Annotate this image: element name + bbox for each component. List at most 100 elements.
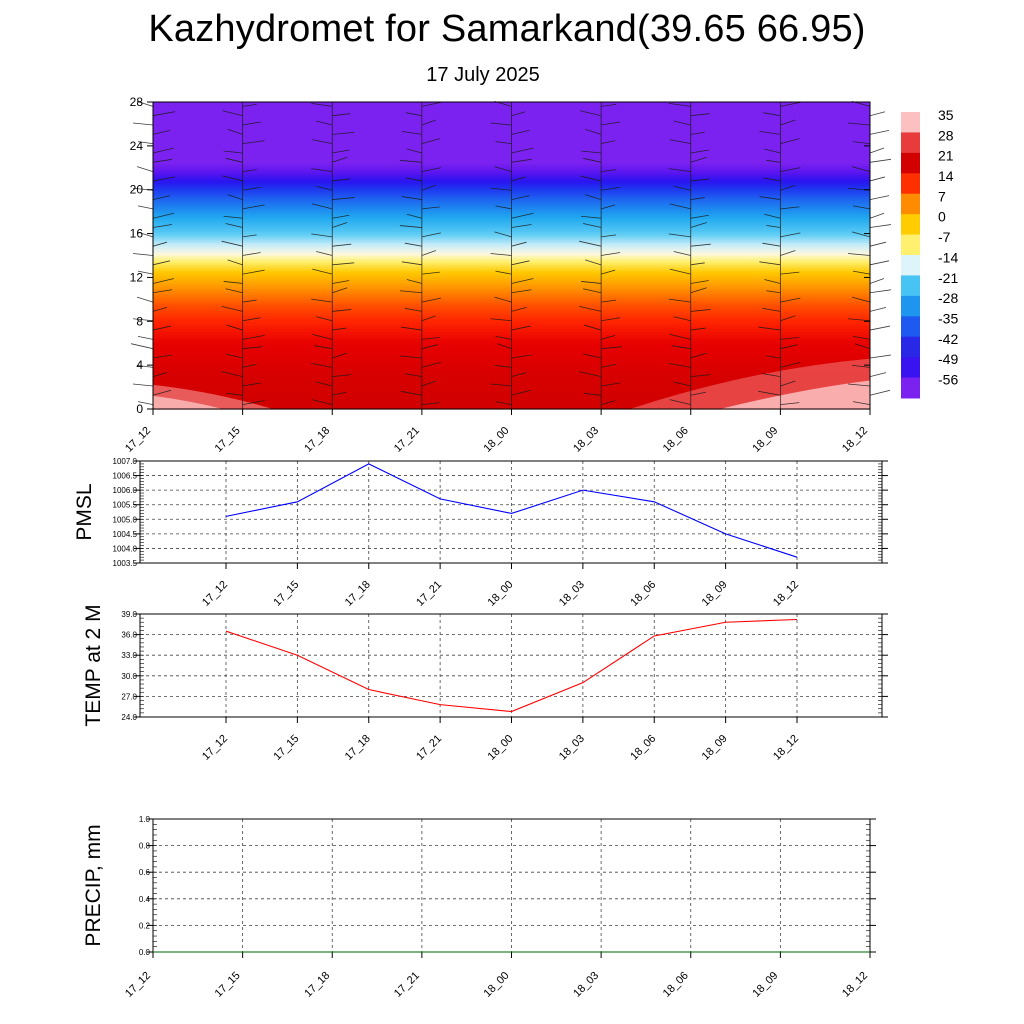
wind-barb [780,250,796,256]
pmsl-xtick-label: 18_03 [557,579,587,609]
wind-barb [497,343,512,350]
wind-barb [690,391,706,396]
wind-barb [490,187,512,191]
wind-barb [137,205,154,210]
temp-ylabel: TEMP at 2 M [82,604,105,726]
wind-barb [223,150,243,154]
wind-barb [152,354,173,359]
wind-barb [671,345,691,350]
temp-frame [139,613,883,718]
wind-barb [668,102,691,107]
wind-barb [311,102,333,107]
wind-barb [690,131,705,135]
precip-xtick-label: 18_03 [571,970,601,1000]
wind-barb [242,400,265,406]
colorbar-swatch [901,132,920,154]
wind-barb [242,121,261,126]
wind-barb [766,290,781,294]
precip-xtick-label: 18_12 [840,970,870,1000]
wind-barb [332,197,355,200]
wind-barb [399,290,422,294]
wind-barb [332,131,355,135]
wind-barb [137,270,154,275]
wind-barb [852,335,871,340]
wind-barb [332,113,351,117]
wind-barb [221,371,243,378]
wind-barb [495,205,512,210]
pmsl-ytick-label: 1005.0 [113,515,138,524]
wind-barb [242,269,265,275]
wind-barb [226,392,243,396]
wind-barb [854,343,871,350]
wind-barb [490,383,512,387]
wind-barb [152,389,172,396]
wind-barb [332,243,352,247]
wind-barb [495,335,512,340]
wind-barb [585,259,602,266]
wind-barb [759,130,781,135]
pmsl-xtick-label: 18_09 [700,579,730,609]
wind-barb [332,156,348,163]
pmsl-xtick-label: 17_18 [343,579,373,609]
pmsl-xtick-label: 18_12 [771,579,801,609]
colorbar-label: -21 [938,270,958,286]
wind-barb [673,251,691,256]
wind-barb [404,373,422,378]
wind-barb [852,205,871,210]
wind-barb [690,178,710,182]
wind-barb [242,382,261,387]
wind-barb [242,103,257,107]
wind-barb [332,149,350,154]
wind-barb [690,149,709,154]
colorbar-swatch [901,214,920,236]
colorbar-label: 0 [938,209,946,225]
wind-barb [401,196,422,200]
wind-barb [579,240,602,247]
wind-barb [780,119,796,126]
colorbar-swatch [901,275,920,297]
precip-xtick-label: 18_00 [482,970,512,1000]
wind-barb [581,215,602,219]
wind-barb [332,374,352,378]
precip-ytick-label: 0.4 [139,895,151,904]
wind-barb [780,101,801,107]
wind-barb [869,278,885,284]
wind-barb [421,119,437,126]
wind-barb [869,224,892,228]
wind-barb [673,120,691,126]
wind-barb [601,346,623,350]
wind-barb [511,212,534,219]
wind-barb [242,346,263,350]
wind-barb [585,128,602,135]
temp-ytick-label: 36.0 [121,631,137,640]
colorbar-label: -28 [938,290,958,306]
wind-barb [227,128,243,135]
wind-barb [404,242,422,247]
wind-barb [399,225,422,228]
wind-barb [242,234,257,238]
heatmap-xtick-label: 18_12 [840,425,870,455]
wind-barb [690,156,707,163]
heatmap-ytick-label: 24 [130,139,144,153]
wind-barb [766,225,781,228]
wind-barb [152,212,175,219]
heatmap-xtick-label: 17_12 [123,425,153,455]
wind-barb [242,317,261,322]
colorbar-swatch [901,234,920,256]
wind-barb [601,252,621,256]
wind-barb [225,288,243,294]
wind-barb [421,402,440,406]
wind-barb [690,243,711,247]
wind-barb [780,315,796,322]
wind-barb [152,224,173,228]
wind-barb [690,374,711,378]
wind-barb [511,260,530,266]
wind-barb [400,390,422,396]
heatmap-ytick-label: 4 [136,358,143,372]
wind-barb [583,157,602,163]
wind-barb [421,361,441,368]
pmsl-ylabel: PMSL [73,483,96,540]
wind-barb [152,158,173,163]
temp-ytick-label: 39.0 [121,610,137,619]
temp-xtick-label: 17_21 [414,733,444,763]
